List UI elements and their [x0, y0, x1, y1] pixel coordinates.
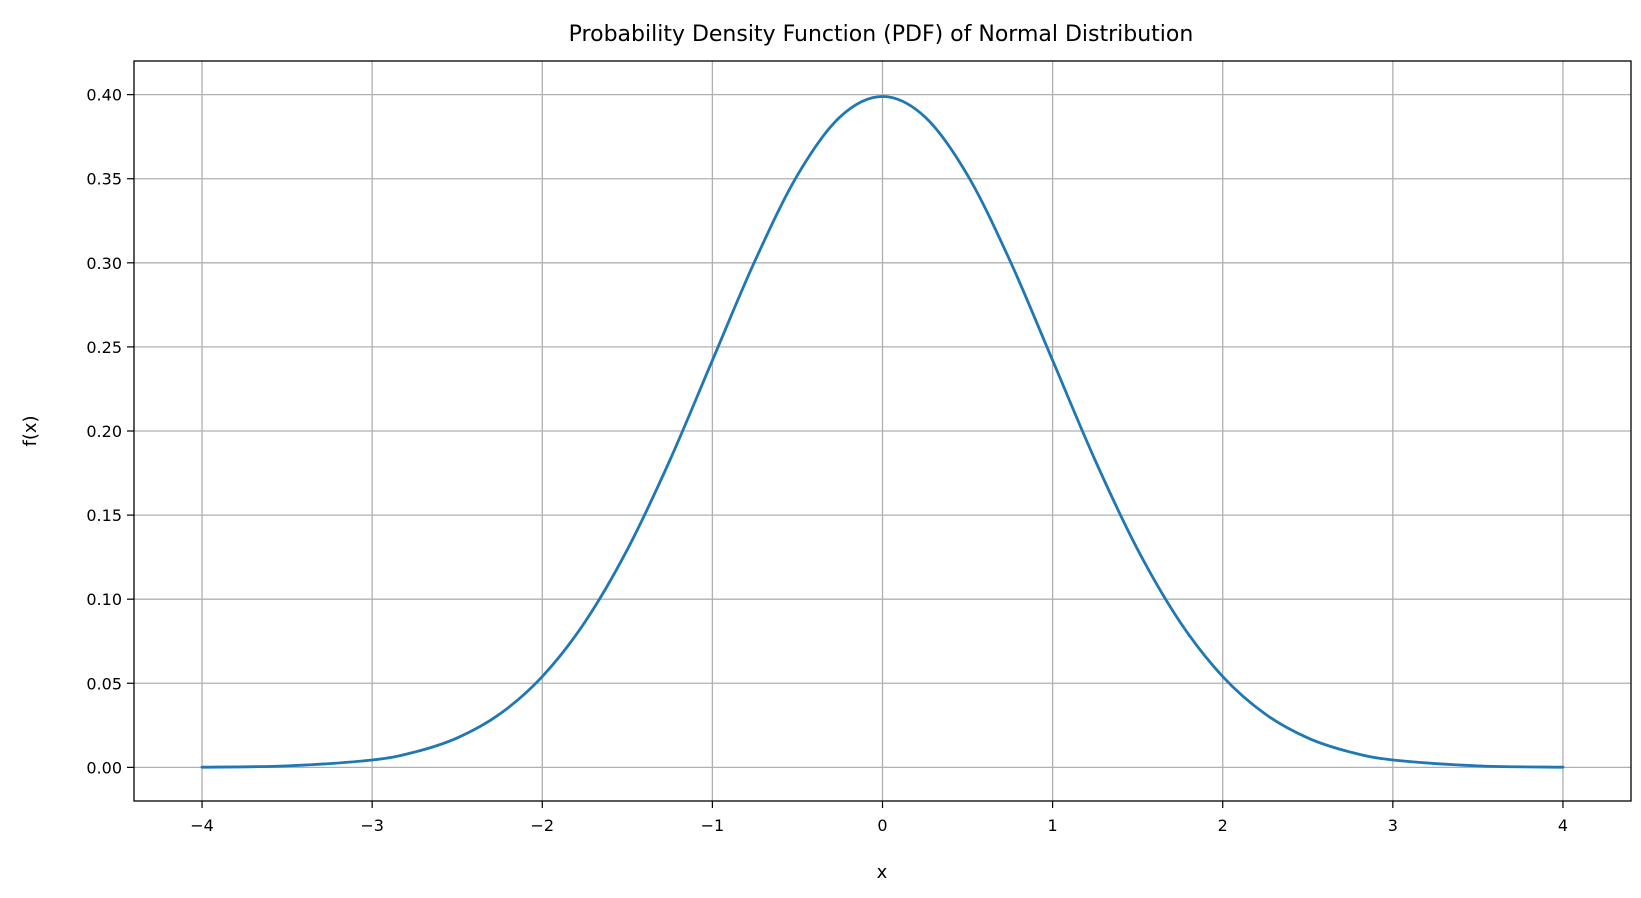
pdf-series-line — [200, 95, 1565, 769]
grid — [134, 61, 1631, 801]
x-tick-label: −3 — [360, 816, 384, 835]
series-layer — [200, 95, 1565, 769]
chart-title: Probability Density Function (PDF) of No… — [569, 22, 1194, 47]
x-tick-label: 2 — [1218, 816, 1228, 835]
y-tick-label: 0.05 — [86, 674, 122, 693]
x-tick-label: 4 — [1558, 816, 1568, 835]
y-axis: 0.00 0.05 0.10 0.15 0.20 0.25 0.30 0.35 0.40 — [86, 86, 134, 777]
y-tick-label: 0.15 — [86, 506, 122, 525]
y-tick-label: 0.40 — [86, 86, 122, 105]
y-tick-label: 0.25 — [86, 338, 122, 357]
y-tick-label: 0.35 — [86, 170, 122, 189]
x-tick-label: −1 — [701, 816, 725, 835]
y-axis-label: f(x) — [20, 415, 41, 446]
x-tick-label: −2 — [530, 816, 554, 835]
x-axis: −4 −3 −2 −1 0 1 2 3 4 — [190, 801, 1568, 835]
x-tick-label: 3 — [1388, 816, 1398, 835]
x-tick-label: −4 — [190, 816, 214, 835]
y-tick-label: 0.00 — [86, 758, 122, 777]
y-tick-label: 0.10 — [86, 590, 122, 609]
x-tick-label: 0 — [877, 816, 887, 835]
y-tick-label: 0.20 — [86, 422, 122, 441]
x-axis-label: x — [877, 862, 888, 883]
y-tick-label: 0.30 — [86, 254, 122, 273]
x-tick-label: 1 — [1048, 816, 1058, 835]
